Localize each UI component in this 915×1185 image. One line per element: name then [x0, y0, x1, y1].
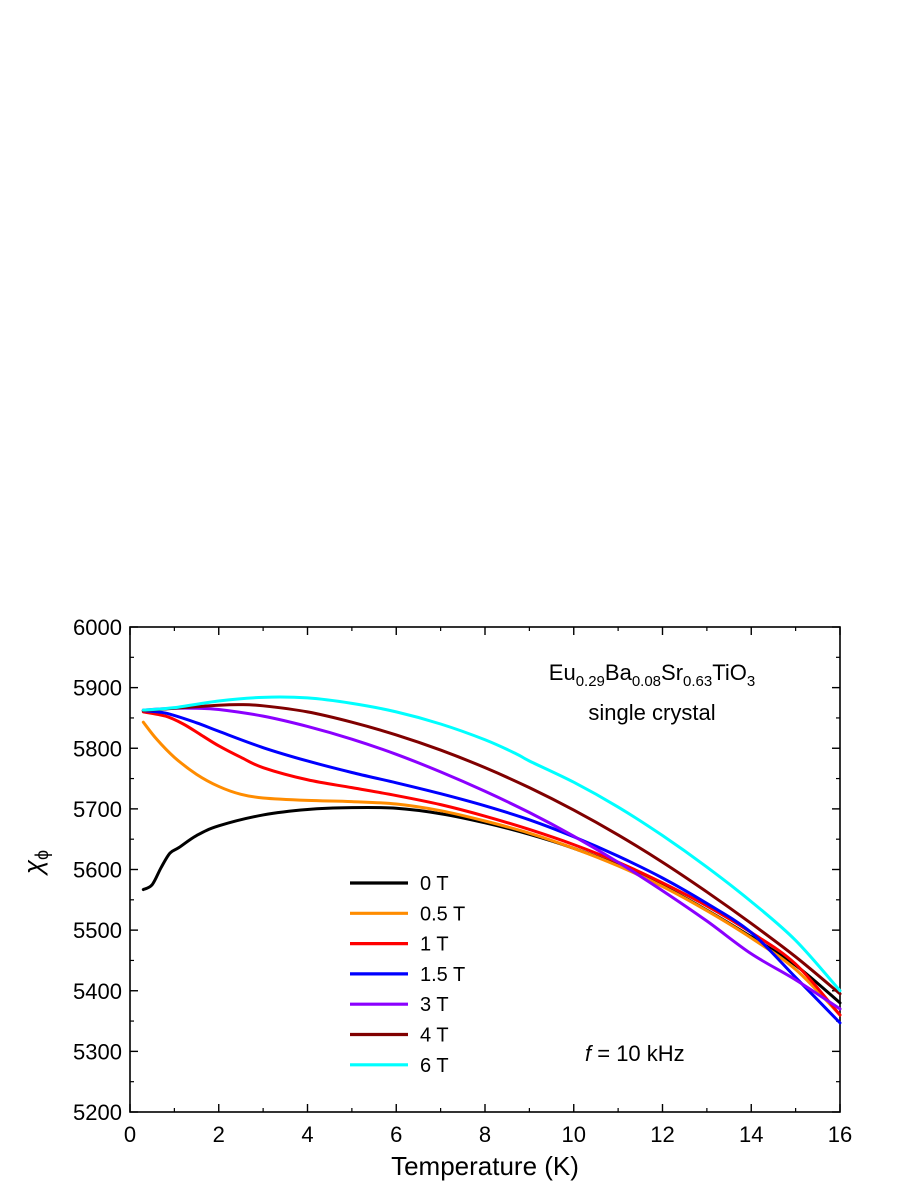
x-tick-label: 14 — [739, 1122, 763, 1147]
y-tick-label: 5600 — [73, 858, 122, 883]
legend-label-4: 3 T — [420, 994, 449, 1016]
y-tick-label: 5200 — [73, 1100, 122, 1125]
y-tick-label: 5400 — [73, 979, 122, 1004]
x-tick-label: 8 — [479, 1122, 491, 1147]
x-tick-label: 0 — [124, 1122, 136, 1147]
y-tick-label: 5800 — [73, 736, 122, 761]
x-tick-label: 2 — [213, 1122, 225, 1147]
axis-ticks — [129, 626, 841, 1113]
legend: 0 T 0.5 T 1 T 1.5 T 3 T 4 T 6 T — [350, 873, 465, 1077]
frequency-annotation: f = 10 kHz — [585, 1041, 685, 1066]
formula-subscript: 3 — [747, 673, 755, 690]
legend-label-3: 1.5 T — [420, 964, 465, 986]
series-line-2 — [141, 710, 842, 1017]
legend-label-1: 0.5 T — [420, 903, 465, 925]
x-tick-label: 16 — [828, 1122, 852, 1147]
compound-annotation: Eu0.29Ba0.08Sr0.63TiO3 — [549, 660, 755, 690]
series-line-4 — [141, 706, 842, 1011]
x-axis-title: Temperature (K) — [391, 1151, 579, 1181]
legend-label-0: 0 T — [420, 873, 449, 895]
series-line-0 — [141, 805, 842, 1005]
series-lines — [141, 695, 842, 1025]
formula-element: TiO — [712, 660, 747, 685]
legend-label-5: 4 T — [420, 1025, 449, 1047]
series-line-6 — [141, 695, 842, 993]
y-axis-title: χϕ — [18, 850, 52, 876]
x-tick-label: 4 — [301, 1122, 313, 1147]
y-tick-label: 5300 — [73, 1039, 122, 1064]
y-tick-label: 6000 — [73, 615, 122, 640]
x-tick-label: 12 — [650, 1122, 674, 1147]
series-line-1 — [141, 720, 842, 1017]
legend-label-6: 6 T — [420, 1055, 449, 1077]
formula-element: Eu — [549, 660, 576, 685]
formula-subscript: 0.29 — [576, 673, 605, 690]
formula-subscript: 0.08 — [632, 673, 661, 690]
x-tick-label: 10 — [562, 1122, 586, 1147]
formula-element: Sr — [661, 660, 683, 685]
tick-labels: 0 2 4 6 8 10 12 14 16 5200 5300 5400 5500 5600 5700 580… — [73, 615, 852, 1147]
formula-element: Ba — [605, 660, 633, 685]
series-line-5 — [141, 703, 842, 996]
sample-annotation: single crystal — [588, 700, 715, 725]
y-tick-label: 5500 — [73, 918, 122, 943]
y-tick-label: 5700 — [73, 797, 122, 822]
y-tick-label: 5900 — [73, 676, 122, 701]
legend-label-2: 1 T — [420, 934, 449, 956]
x-tick-label: 6 — [390, 1122, 402, 1147]
formula-subscript: 0.63 — [683, 673, 712, 690]
series-line-3 — [141, 709, 842, 1025]
